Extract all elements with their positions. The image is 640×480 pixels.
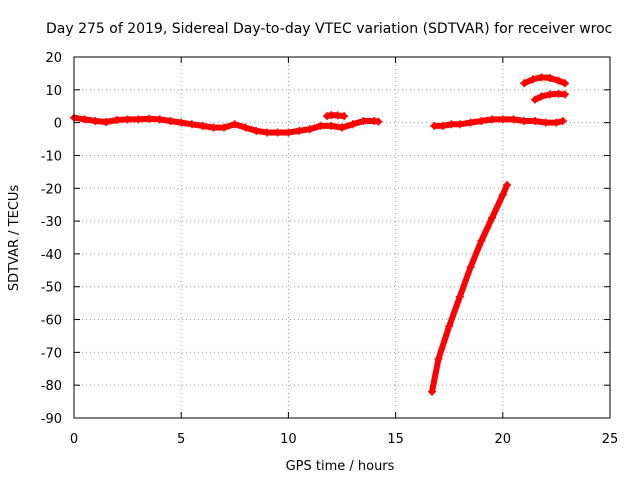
data-point bbox=[552, 118, 561, 127]
series-steep-arc bbox=[428, 180, 512, 396]
data-point bbox=[145, 114, 154, 123]
x-tick-label: 20 bbox=[495, 432, 512, 447]
series-main-trace-evening bbox=[430, 115, 567, 130]
data-point bbox=[455, 120, 464, 129]
data-point bbox=[359, 116, 368, 125]
chart-title: Day 275 of 2019, Sidereal Day-to-day VTE… bbox=[46, 21, 612, 37]
data-point bbox=[545, 90, 554, 99]
data-point bbox=[545, 74, 554, 83]
data-point bbox=[295, 126, 304, 135]
y-tick-label: -10 bbox=[41, 149, 62, 164]
y-tick-label: -40 bbox=[41, 248, 62, 263]
y-tick-label: -90 bbox=[41, 412, 62, 427]
data-point bbox=[477, 116, 486, 125]
data-point bbox=[445, 322, 454, 331]
grid-lines bbox=[74, 57, 610, 418]
data-point bbox=[134, 115, 143, 124]
data-point bbox=[438, 121, 447, 130]
data-point bbox=[340, 112, 349, 121]
data-point bbox=[434, 354, 443, 363]
y-tick-label: -60 bbox=[41, 314, 62, 329]
data-point bbox=[541, 118, 550, 127]
series-trace bbox=[429, 182, 511, 395]
data-point bbox=[466, 118, 475, 127]
y-tick-label: -50 bbox=[41, 281, 62, 296]
data-point bbox=[123, 115, 132, 124]
data-point bbox=[305, 125, 314, 134]
data-point bbox=[503, 180, 512, 189]
data-point bbox=[428, 387, 437, 396]
data-point bbox=[252, 126, 261, 135]
data-point bbox=[374, 117, 383, 126]
data-point bbox=[537, 73, 546, 82]
data-point bbox=[241, 123, 250, 132]
data-point bbox=[209, 123, 218, 132]
data-point bbox=[520, 79, 529, 88]
data-point bbox=[558, 116, 567, 125]
data-point bbox=[102, 117, 111, 126]
data-point bbox=[80, 115, 89, 124]
y-tick-label: 10 bbox=[45, 84, 62, 99]
y-tick-label: -70 bbox=[41, 346, 62, 361]
data-point bbox=[477, 236, 486, 245]
data-point bbox=[220, 123, 229, 132]
data-point bbox=[316, 121, 325, 130]
data-point bbox=[338, 123, 346, 132]
data-point bbox=[530, 116, 539, 125]
data-point bbox=[498, 115, 507, 124]
data-point bbox=[230, 120, 239, 129]
data-point bbox=[488, 115, 497, 124]
x-tick-label: 0 bbox=[70, 432, 78, 447]
data-point bbox=[560, 79, 569, 88]
data-point bbox=[273, 128, 282, 137]
data-point bbox=[262, 128, 271, 137]
data-point bbox=[528, 75, 537, 84]
data-point bbox=[530, 95, 539, 104]
data-point bbox=[447, 120, 456, 129]
series-main-trace-morning bbox=[70, 113, 383, 137]
data-point bbox=[284, 128, 293, 137]
data-point bbox=[198, 121, 207, 130]
x-tick-label: 10 bbox=[280, 432, 297, 447]
y-tick-label: -30 bbox=[41, 215, 62, 230]
data-point bbox=[348, 120, 357, 129]
data-point bbox=[520, 116, 529, 125]
x-tick-label: 25 bbox=[602, 432, 619, 447]
data-point bbox=[488, 213, 497, 222]
y-tick-label: 20 bbox=[45, 51, 62, 66]
x-tick-label: 15 bbox=[387, 432, 404, 447]
data-point bbox=[155, 115, 164, 124]
data-point bbox=[187, 120, 196, 129]
data-point bbox=[112, 116, 121, 125]
data-point bbox=[554, 76, 563, 85]
data-point bbox=[498, 190, 507, 199]
data-point bbox=[91, 116, 100, 125]
series-short-arc-noon bbox=[322, 111, 349, 121]
axis-ticks: 0 5 10 15 20 25 20 10 0 -10 -20 -30 -40 -50 -60 -70 -80 -… bbox=[41, 51, 619, 447]
data-point bbox=[327, 121, 336, 130]
y-axis-label: SDTVAR / TECUs bbox=[7, 185, 22, 292]
data-point bbox=[166, 116, 175, 125]
data-point bbox=[466, 263, 475, 272]
series-upper-arc bbox=[520, 73, 569, 88]
data-point bbox=[509, 115, 518, 124]
data-point bbox=[322, 112, 331, 121]
data-point bbox=[560, 90, 569, 99]
x-tick-label: 5 bbox=[177, 432, 185, 447]
data-point bbox=[177, 118, 186, 127]
data-point bbox=[455, 292, 464, 301]
y-tick-label: 0 bbox=[54, 117, 62, 132]
y-tick-label: -80 bbox=[41, 379, 62, 394]
y-tick-label: -20 bbox=[41, 182, 62, 197]
plot-frame bbox=[73, 56, 611, 419]
data-point bbox=[537, 92, 546, 101]
x-axis-label: GPS time / hours bbox=[286, 459, 395, 474]
series-middle-arc bbox=[530, 89, 569, 104]
data-point bbox=[430, 121, 439, 130]
data-series bbox=[70, 73, 569, 396]
